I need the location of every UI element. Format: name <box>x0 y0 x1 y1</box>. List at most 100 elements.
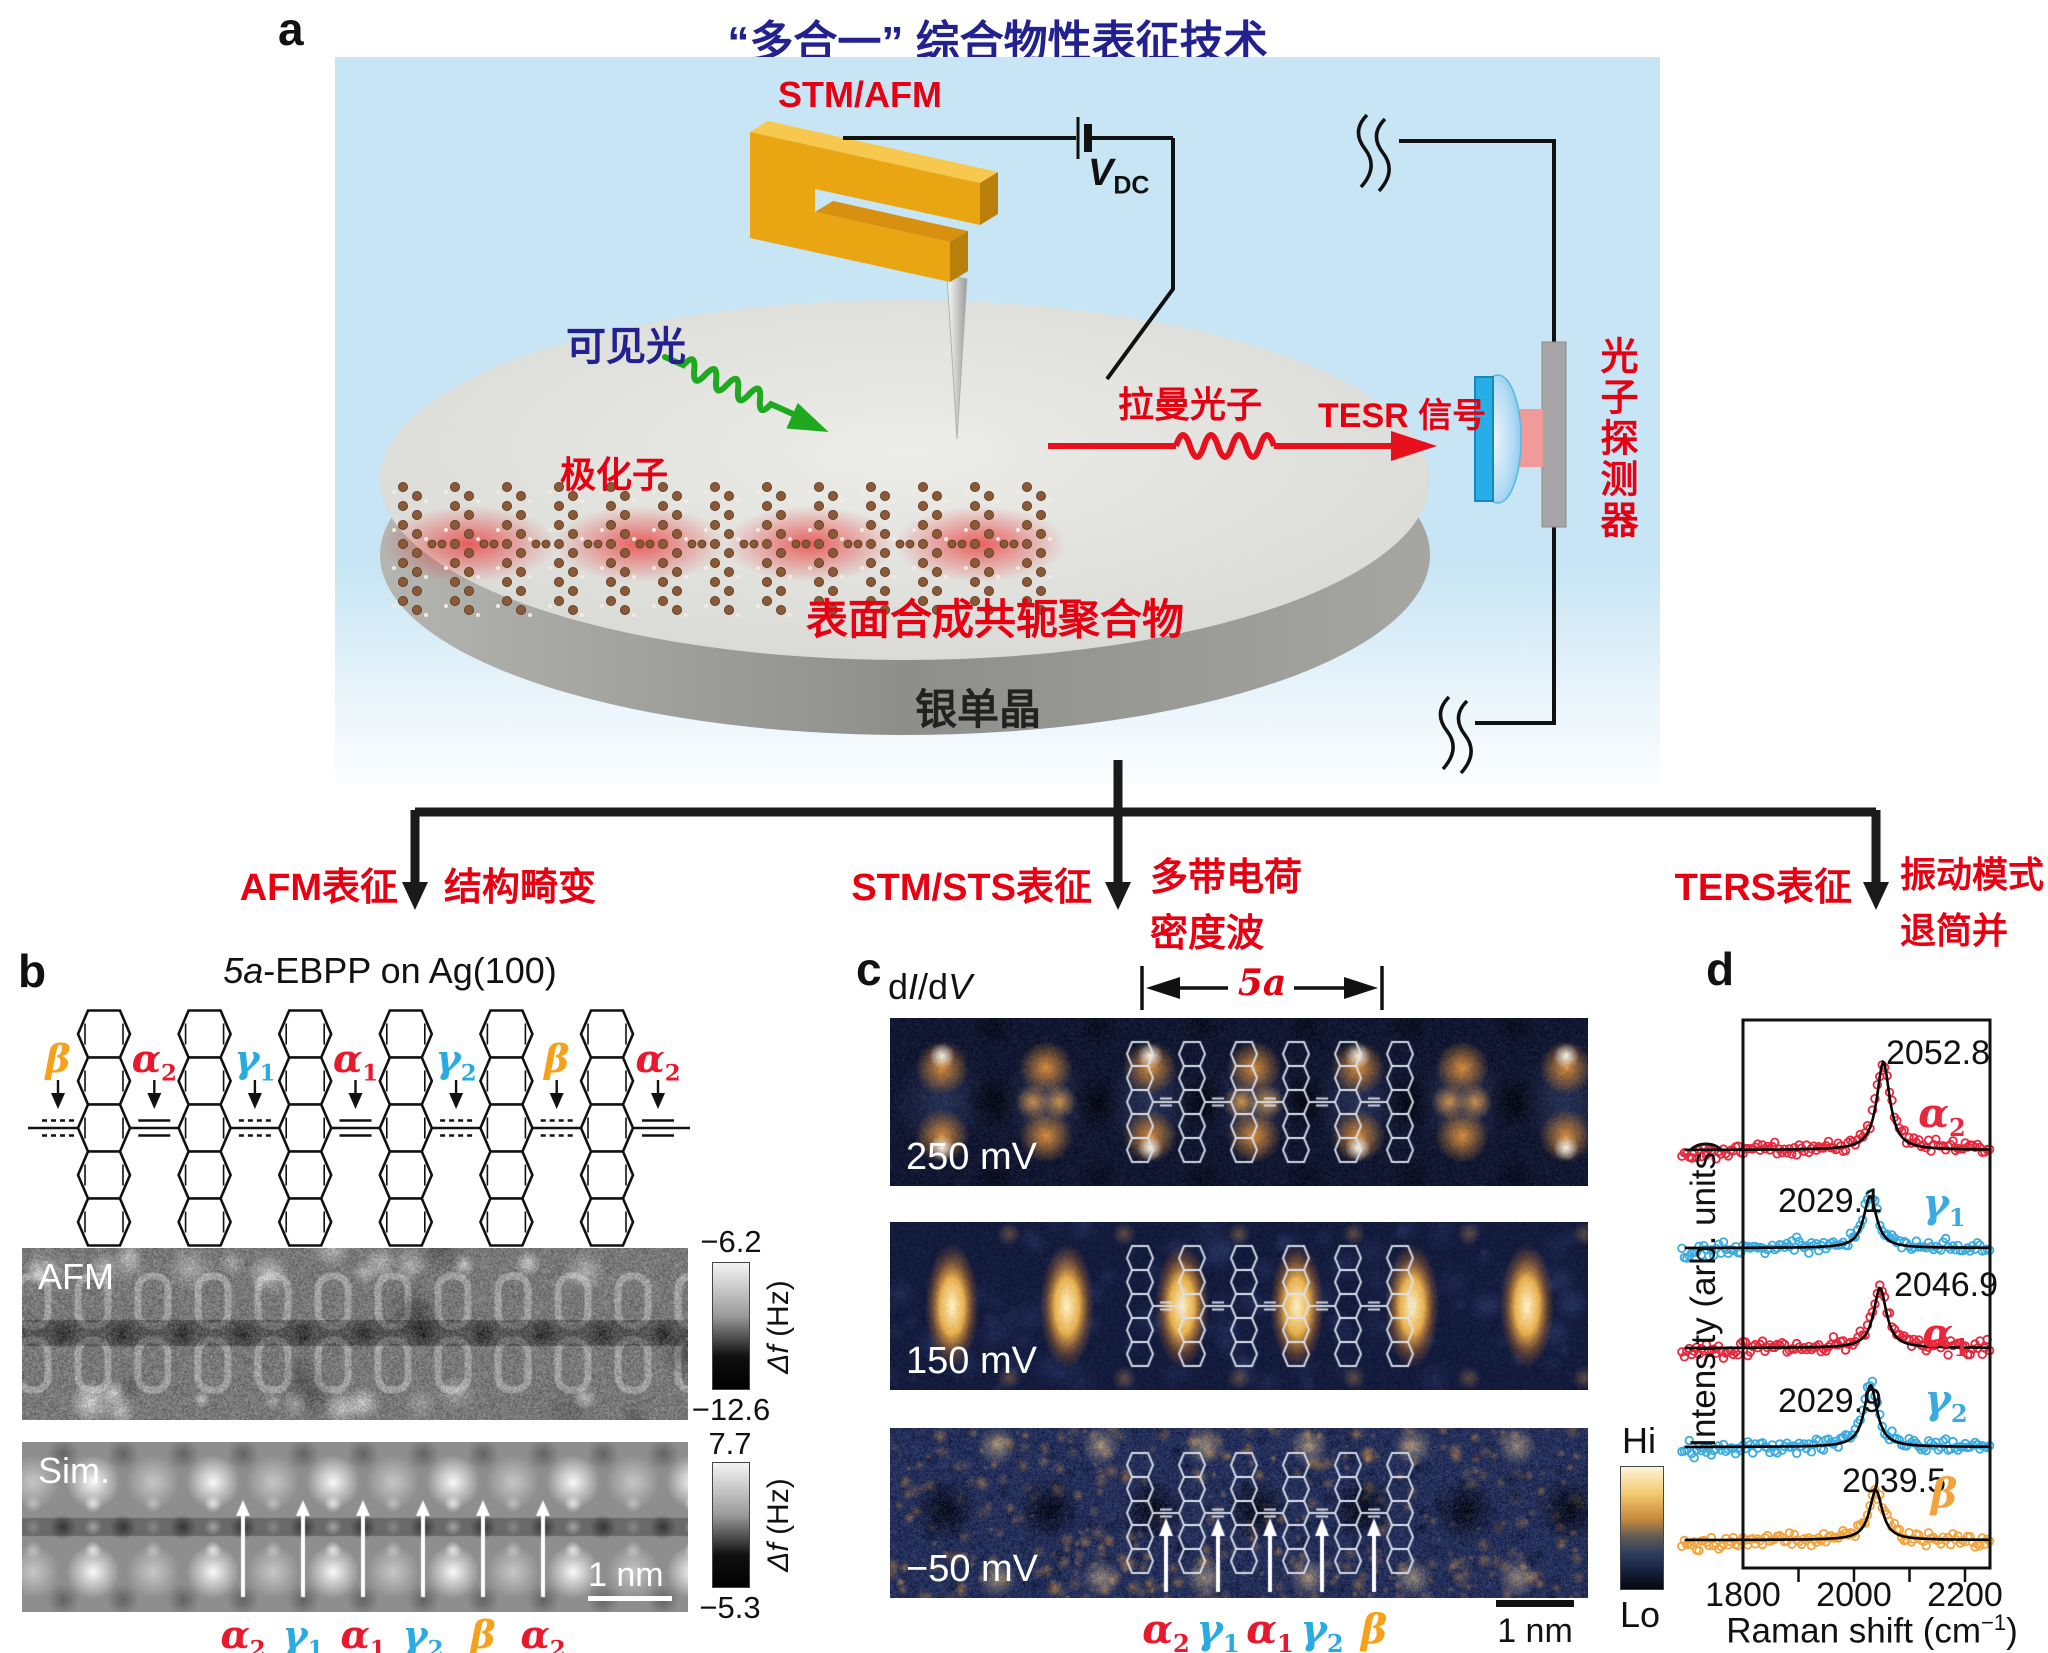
panel-a-label: a <box>278 3 304 55</box>
mode-label-α1: α1 <box>1922 1310 1970 1362</box>
afm-colorbar-min: −12.6 <box>691 1392 771 1427</box>
bond-label-3: α1 <box>332 1036 379 1087</box>
detector-coupler <box>1519 409 1543 467</box>
mode-label-β: β <box>1930 1470 1958 1517</box>
visible-light-arrow <box>662 354 829 433</box>
sim-image <box>22 1442 688 1612</box>
bond-label-1: α2 <box>131 1036 177 1087</box>
bond-label-6: α2 <box>635 1036 681 1087</box>
peak-value-β: 2039.5 <box>1842 1462 1946 1500</box>
mode-label-γ2: γ2 <box>1924 1376 1968 1428</box>
sim-scalebar-label: 1 nm <box>588 1556 664 1594</box>
tuning-fork <box>750 121 998 282</box>
sim-colorbar-unit: Δf (Hz) <box>762 1452 796 1598</box>
polaron-label: 极化子 <box>560 454 669 495</box>
bias-label-150: 150 mV <box>906 1340 1037 1382</box>
detector-wire <box>1356 113 1556 775</box>
flow-ters-result-2: 退简并 <box>1900 910 2009 951</box>
didv-label: dI/dV <box>888 966 973 1007</box>
sim-mode-label-3: γ2 <box>402 1612 444 1653</box>
colorbar-lo-label: Lo <box>1620 1594 1661 1635</box>
bond-label-0: β <box>45 1036 71 1081</box>
delta-f-2: Δf <box>762 1543 795 1572</box>
afm-colorbar <box>712 1262 750 1390</box>
polymer-label: 表面合成共轭聚合物 <box>805 596 1184 643</box>
x-axis-label: Raman shift (cm−1) <box>1726 1610 2018 1651</box>
bias-label-minus50: −50 mV <box>906 1548 1039 1590</box>
schematic-box <box>335 57 1660 783</box>
sim-colorbar <box>712 1462 750 1588</box>
schematic-drawing <box>380 113 1567 775</box>
raman-plot <box>1677 1018 1995 1582</box>
flow-stm-result-2: 密度波 <box>1150 913 1265 955</box>
vdc-subscript: DC <box>1113 171 1150 200</box>
sim-mode-label-1: γ1 <box>282 1612 324 1653</box>
peak-value-α1: 2046.9 <box>1894 1266 1998 1304</box>
afm-colorbar-max: −6.2 <box>700 1224 762 1259</box>
stm-mode-label-0: α2 <box>1142 1606 1190 1653</box>
stm-scalebar-label: 1 nm <box>1497 1612 1573 1650</box>
sim-mode-label-4: β <box>470 1612 496 1653</box>
xtick-2200: 2200 <box>1927 1576 2003 1614</box>
hz-unit-2: (Hz) <box>762 1478 795 1544</box>
visible-light-label: 可见光 <box>566 325 686 369</box>
sim-scalebar <box>588 1596 672 1601</box>
xtick-1800: 1800 <box>1705 1576 1781 1614</box>
stm-dim-label: 5a <box>1237 962 1287 1004</box>
sim-colorbar-min: −5.3 <box>699 1590 761 1625</box>
probe-label: STM/AFM <box>778 74 942 115</box>
stm-map-250mv <box>890 1018 1588 1186</box>
photon-detector-label: 光子探测器 <box>1594 336 1636 541</box>
detector-plate <box>1541 341 1567 528</box>
stm-map-minus50mv <box>890 1428 1588 1598</box>
bond-label-4: γ2 <box>435 1036 477 1087</box>
delta-f: Δf <box>762 1345 795 1374</box>
panel-c-label: c <box>856 943 882 995</box>
bias-label-250: 250 mV <box>906 1136 1037 1178</box>
panel-d-label: d <box>1706 943 1735 995</box>
sim-mode-label-0: α2 <box>220 1612 266 1653</box>
peak-value-γ1: 2029.1 <box>1778 1182 1882 1220</box>
bond-label-2: γ1 <box>234 1036 276 1087</box>
afm-image <box>22 1248 688 1420</box>
panel-b-title: 5a-EBPP on Ag(100) <box>140 950 640 992</box>
molecule-structure <box>28 1009 690 1286</box>
flow-ters-result-1: 振动模式 <box>1900 854 2045 895</box>
stm-mode-label-1: γ1 <box>1196 1606 1240 1653</box>
mode-label-γ1: γ1 <box>1922 1180 1966 1232</box>
vdc-symbol: V <box>1088 152 1114 194</box>
flow-stm-method: STM/STS表征 <box>851 867 1092 909</box>
polymer-chain <box>384 481 1066 617</box>
sim-tag: Sim. <box>38 1450 110 1491</box>
tesr-signal-label: TESR 信号 <box>1318 397 1487 435</box>
lens-flat <box>1474 376 1494 502</box>
hz-unit: (Hz) <box>762 1280 795 1346</box>
flow-ters-method: TERS表征 <box>1674 867 1852 909</box>
y-axis-label: Intensity (arb. units) <box>1684 1140 1723 1448</box>
flow-afm-result: 结构畸变 <box>444 867 597 909</box>
panel-b-title-rest: -EBPP on Ag(100) <box>263 950 557 991</box>
stm-mode-label-2: α1 <box>1246 1606 1294 1653</box>
stm-scalebar <box>1496 1600 1574 1607</box>
afm-tag: AFM <box>38 1256 114 1297</box>
bias-circuit-wire <box>843 117 1175 381</box>
peak-value-α2: 2052.8 <box>1886 1034 1990 1072</box>
sim-colorbar-max: 7.7 <box>708 1426 752 1461</box>
panel-b-title-italic: 5a <box>223 950 264 991</box>
stm-map-150mv <box>890 1222 1588 1390</box>
vdc-label: VDC <box>1088 152 1149 201</box>
colorbar-hi-label: Hi <box>1622 1420 1656 1461</box>
stm-mode-label-3: γ2 <box>1300 1606 1344 1653</box>
substrate-label: 银单晶 <box>914 686 1041 733</box>
panel-b-label: b <box>18 945 47 997</box>
sim-mode-label-5: α2 <box>520 1612 566 1653</box>
bond-label-5: β <box>544 1036 570 1081</box>
stm-colorbar <box>1620 1466 1664 1590</box>
flow-stm-result-1: 多带电荷 <box>1150 857 1303 899</box>
flow-afm-method: AFM表征 <box>239 867 398 909</box>
stm-mode-label-4: β <box>1360 1606 1388 1653</box>
afm-colorbar-unit: Δf (Hz) <box>762 1254 796 1400</box>
raman-photon-label: 拉曼光子 <box>1118 384 1263 425</box>
